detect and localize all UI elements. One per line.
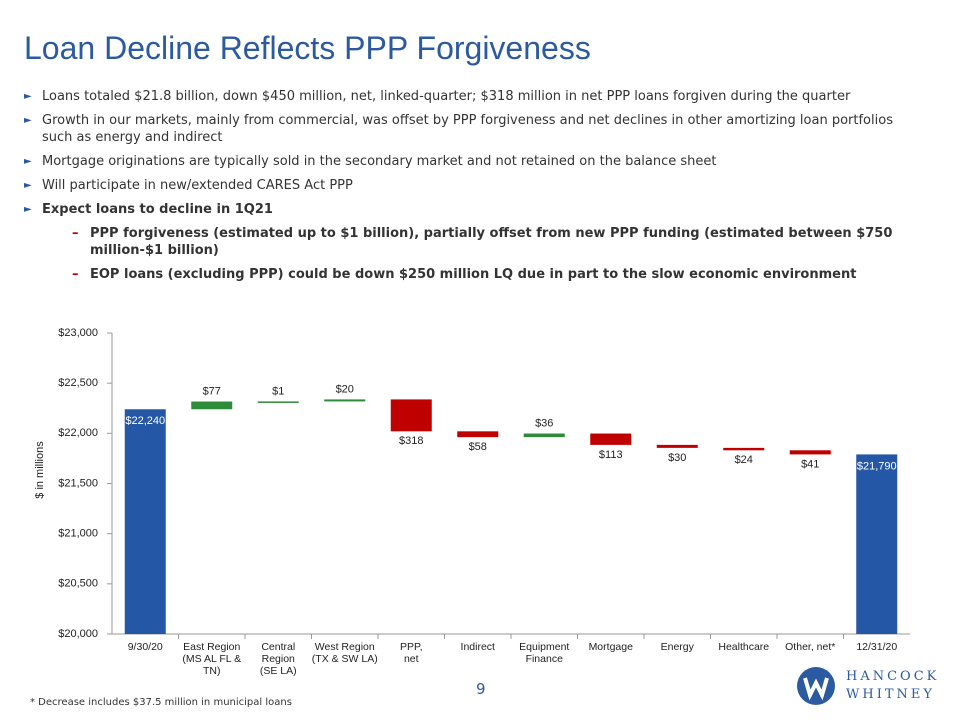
y-axis-label: $ in millions — [34, 441, 46, 499]
value-label: $22,240 — [125, 415, 165, 427]
y-tick-label: $21,000 — [58, 528, 98, 540]
bullet: Loans totaled $21.8 billion, down $450 m… — [24, 88, 904, 105]
decrease-bar — [789, 450, 831, 455]
y-tick-label: $22,000 — [58, 427, 98, 439]
logo-text: WHITNEY — [846, 687, 935, 702]
total-bar — [856, 454, 898, 634]
x-tick-label: Healthcare — [718, 641, 770, 653]
x-tick-label: PPP, net — [399, 641, 423, 665]
value-label: $24 — [735, 454, 753, 466]
x-tick-label: Energy — [660, 641, 694, 653]
x-tick-label: 12/31/20 — [856, 641, 898, 653]
decrease-bar — [457, 431, 499, 438]
logo-text: HANCOCK — [846, 669, 940, 684]
value-label: $36 — [535, 417, 553, 429]
value-label: $77 — [203, 385, 221, 397]
value-label: $318 — [399, 435, 423, 447]
bullet: Mortgage originations are typically sold… — [24, 153, 904, 170]
value-label: $41 — [801, 458, 819, 470]
value-label: $58 — [469, 441, 487, 453]
increase-bar — [257, 401, 299, 403]
value-label: $30 — [668, 452, 686, 464]
value-label: $21,790 — [857, 460, 897, 472]
sub-bullet: EOP loans (excluding PPP) could be down … — [24, 266, 904, 283]
x-tick-label: West Region (TX & SW LA) — [311, 641, 378, 665]
logo-icon — [797, 667, 835, 705]
x-tick-label: 9/30/20 — [127, 641, 163, 653]
bullet-list: Loans totaled $21.8 billion, down $450 m… — [24, 88, 904, 290]
bullet: Expect loans to decline in 1Q21 — [24, 201, 904, 218]
value-label: $113 — [599, 449, 623, 461]
x-tick-label: Equipment Finance — [519, 641, 570, 665]
x-tick-label: Mortgage — [588, 641, 633, 653]
bullet: Growth in our markets, mainly from comme… — [24, 112, 904, 146]
decrease-bar — [590, 433, 632, 445]
x-tick-label: East Region (MS AL FL & TN) — [182, 641, 242, 677]
increase-bar — [191, 401, 233, 410]
value-label: $20 — [336, 383, 354, 395]
page-number: 9 — [476, 680, 486, 698]
slide-title: Loan Decline Reflects PPP Forgiveness — [24, 30, 591, 66]
value-label: $1 — [272, 385, 284, 397]
x-tick-label: Other, net* — [785, 641, 836, 653]
increase-bar — [324, 399, 366, 402]
x-tick-label: Central Region (SE LA) — [259, 641, 297, 677]
sub-bullet: PPP forgiveness (estimated up to $1 bill… — [24, 225, 904, 259]
footnote: * Decrease includes $37.5 million in mun… — [30, 697, 292, 708]
x-tick-label: Indirect — [460, 641, 495, 653]
y-tick-label: $20,000 — [58, 628, 98, 640]
y-tick-label: $20,500 — [58, 578, 98, 590]
y-tick-label: $23,000 — [58, 327, 98, 339]
y-tick-label: $21,500 — [58, 477, 98, 489]
decrease-bar — [656, 444, 698, 448]
total-bar — [124, 409, 166, 634]
y-tick-label: $22,500 — [58, 377, 98, 389]
bullet: Will participate in new/extended CARES A… — [24, 177, 904, 194]
decrease-bar — [390, 399, 432, 432]
increase-bar — [523, 433, 565, 438]
decrease-bar — [723, 447, 765, 451]
